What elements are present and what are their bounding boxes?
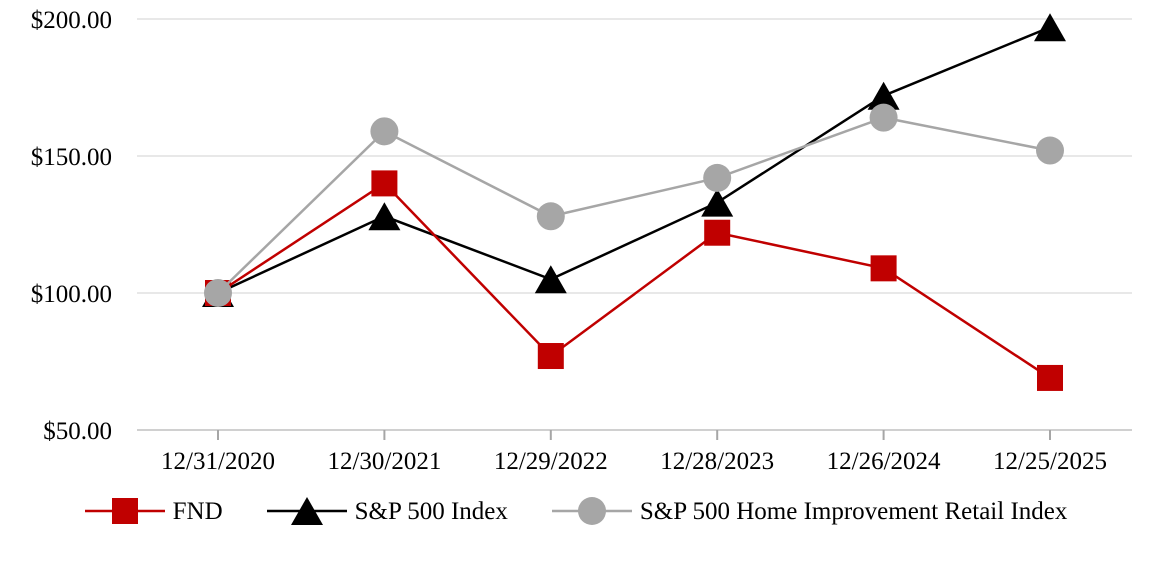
data-point-s-p-500-index	[534, 265, 567, 294]
x-tick-label: 12/30/2021	[327, 448, 441, 475]
x-tick-label: 12/31/2020	[161, 448, 275, 475]
x-tick-label: 12/25/2025	[993, 448, 1107, 475]
data-point-s-p-500-index	[368, 202, 401, 231]
data-point-s-p-500-home-improvement-retail-index	[536, 202, 565, 231]
data-point-s-p-500-home-improvement-retail-index	[204, 279, 232, 307]
legend-item-home-improvement: S&P 500 Home Improvement Retail Index	[551, 494, 1068, 528]
chart-legend: FND S&P 500 Index S&P 500 Home Improveme…	[0, 494, 1152, 528]
data-point-s-p-500-index	[867, 81, 900, 110]
home-improvement-circle-marker-icon	[551, 497, 632, 525]
legend-item-sp500: S&P 500 Index	[266, 494, 508, 528]
data-point-s-p-500-index	[701, 188, 734, 217]
x-tick-label: 12/28/2023	[660, 448, 774, 475]
data-point-s-p-500-home-improvement-retail-index	[869, 103, 898, 132]
series-line-s-p-500-index	[217, 26, 1051, 295]
legend-triangle	[290, 497, 323, 525]
legend-label-sp500: S&P 500 Index	[354, 497, 508, 525]
series-line-fnd	[217, 181, 1051, 379]
y-tick-label: $50.00	[43, 418, 112, 445]
data-point-s-p-500-home-improvement-retail-index	[703, 163, 732, 192]
data-point-s-p-500-home-improvement-retail-index	[1036, 136, 1064, 165]
data-point-s-p-500-home-improvement-retail-index	[370, 117, 399, 146]
series-line-s-p-500-home-improvement-retail-index	[217, 116, 1051, 294]
series-s-p-500-home-improvement-retail-index	[204, 103, 1064, 307]
data-point-fnd	[870, 255, 897, 282]
y-tick-label: $150.00	[31, 144, 112, 171]
legend-item-fnd: FND	[84, 494, 223, 528]
legend-circle	[577, 497, 606, 525]
data-point-fnd	[704, 219, 731, 246]
data-point-s-p-500-index	[1034, 13, 1066, 42]
x-tick-label: 12/29/2022	[494, 448, 608, 475]
legend-label-fnd: FND	[172, 497, 223, 525]
series-fnd	[205, 170, 1063, 391]
x-tick-label: 12/26/2024	[827, 448, 941, 475]
legend-label-home-improvement: S&P 500 Home Improvement Retail Index	[639, 497, 1068, 525]
data-point-fnd	[537, 343, 564, 370]
series-s-p-500-index	[202, 13, 1066, 307]
y-tick-label: $200.00	[31, 7, 112, 34]
data-point-fnd	[371, 170, 398, 197]
data-point-fnd	[1037, 364, 1063, 391]
legend-square	[111, 498, 138, 524]
y-tick-label: $100.00	[31, 281, 112, 308]
fnd-square-marker-icon	[84, 498, 165, 524]
sp500-triangle-marker-icon	[266, 497, 347, 525]
performance-line-chart: $50.00 $100.00 $150.00 $200.00 12/31/2020 12/…	[31, 7, 1132, 475]
